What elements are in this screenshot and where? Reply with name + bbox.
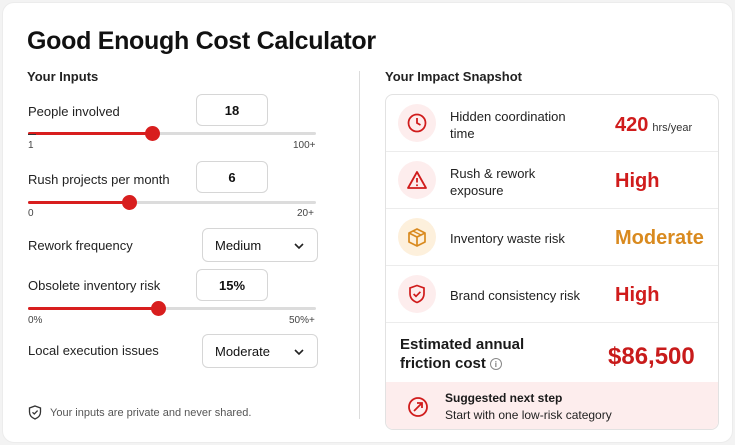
slider-fill — [28, 201, 129, 204]
rush-slider[interactable] — [28, 192, 316, 212]
rework-select-value: Medium — [215, 237, 262, 253]
impact-row-coordination: Hidden coordination time 420 hrs/year — [386, 95, 718, 152]
slider-min-dash — [28, 134, 36, 135]
chevron-down-icon — [294, 243, 304, 250]
impact-row-unit: hrs/year — [652, 122, 693, 134]
obsolete-min-label: 0% — [28, 315, 43, 326]
rework-label: Rework frequency — [28, 238, 133, 253]
impact-row-inventory: Inventory waste risk Moderate — [386, 209, 718, 266]
impact-row-brand: Brand consistency risk High — [386, 266, 718, 323]
obsolete-max-label: 50%+ — [289, 315, 315, 326]
privacy-note: Your inputs are private and never shared… — [28, 405, 251, 420]
slider-track — [28, 132, 316, 135]
people-label: People involved — [28, 104, 120, 119]
rush-value-input[interactable]: 6 — [196, 161, 268, 193]
slider-fill — [28, 132, 152, 135]
page-title: Good Enough Cost Calculator — [27, 27, 376, 55]
people-slider[interactable] — [28, 123, 316, 143]
people-min-label: 1 — [28, 140, 34, 151]
clock-icon — [398, 104, 436, 142]
slider-track — [28, 201, 316, 204]
impact-row-label: Rush & rework exposure — [450, 166, 536, 198]
local-label: Local execution issues — [28, 343, 159, 358]
people-value-input[interactable]: 18 — [196, 94, 268, 126]
warning-icon — [398, 161, 436, 199]
impact-row-value: High — [615, 170, 660, 192]
next-step-callout: Suggested next step Start with one low-r… — [386, 382, 718, 429]
impact-row-label: Brand consistency risk — [450, 288, 581, 303]
target-arrow-icon — [408, 397, 428, 417]
impact-row-rework: Rush & rework exposure High — [386, 152, 718, 209]
impact-snapshot-panel: Hidden coordination time 420 hrs/year Rus… — [385, 94, 719, 430]
impact-row-value: High — [615, 284, 660, 306]
local-select[interactable]: Moderate — [202, 334, 318, 368]
estimated-cost-label: Estimated annual friction cost i — [400, 336, 525, 372]
snapshot-heading: Your Impact Snapshot — [385, 69, 522, 84]
people-max-label: 100+ — [293, 140, 316, 151]
rush-max-label: 20+ — [297, 208, 314, 219]
obsolete-label: Obsolete inventory risk — [28, 278, 161, 293]
info-icon[interactable]: i — [489, 358, 502, 371]
slider-thumb[interactable] — [144, 126, 160, 141]
slider-track — [28, 307, 316, 310]
obsolete-slider[interactable] — [28, 298, 316, 318]
inputs-heading: Your Inputs — [27, 69, 99, 84]
impact-row-value: 420 hrs/year — [615, 114, 693, 136]
impact-row-label: Inventory waste risk — [450, 231, 565, 246]
slider-thumb[interactable] — [121, 195, 137, 210]
local-select-value: Moderate — [215, 343, 270, 359]
slider-thumb[interactable] — [150, 301, 166, 316]
next-step-text: Start with one low-risk category — [445, 408, 612, 422]
shield-check-icon — [28, 405, 42, 420]
box-icon — [398, 218, 436, 256]
obsolete-value-input[interactable]: 15% — [196, 269, 268, 301]
column-divider — [359, 71, 360, 419]
estimated-cost-value: $86,500 — [608, 343, 695, 370]
rush-label: Rush projects per month — [28, 172, 170, 187]
rework-select[interactable]: Medium — [202, 228, 318, 262]
impact-row-label: Hidden coordination time — [450, 109, 566, 141]
next-step-heading: Suggested next step — [445, 391, 563, 405]
slider-fill — [28, 307, 158, 310]
shield-icon — [398, 275, 436, 313]
impact-row-value: Moderate — [615, 227, 704, 249]
privacy-note-text: Your inputs are private and never shared… — [50, 406, 252, 419]
rush-min-label: 0 — [28, 208, 34, 219]
chevron-down-icon — [294, 349, 304, 356]
